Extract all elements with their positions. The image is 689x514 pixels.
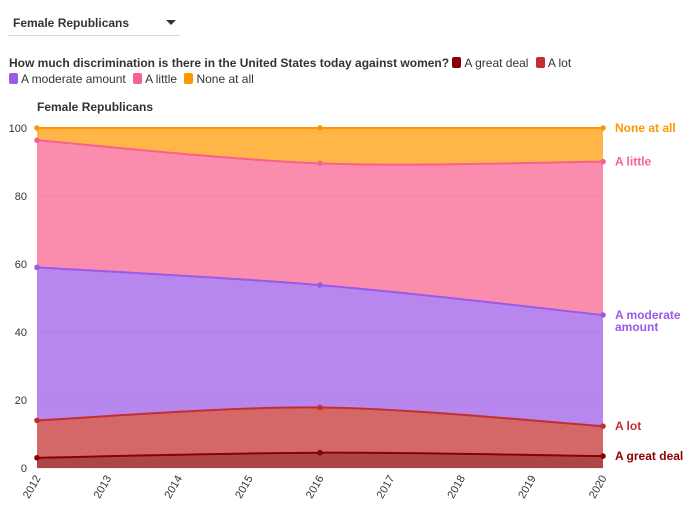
end-label-a-lot: A lot xyxy=(615,419,641,433)
legend-label: None at all xyxy=(196,72,254,86)
end-label-line: A lot xyxy=(615,419,641,433)
legend-item-a-little[interactable]: A little xyxy=(133,72,177,86)
end-label-line: A moderate xyxy=(615,308,681,322)
y-tick-label: 80 xyxy=(15,191,27,203)
point-a-lot xyxy=(34,417,40,424)
legend-swatch xyxy=(535,57,545,68)
point-a-little xyxy=(317,160,323,167)
point-a-little xyxy=(34,137,40,144)
point-a-moderate-amount xyxy=(600,312,606,318)
legend: A great deal A lot A moderate amount A l… xyxy=(9,56,575,86)
legend-item-none-at-all[interactable]: None at all xyxy=(184,72,254,86)
legend-item-a-moderate-amount[interactable]: A moderate amount xyxy=(9,72,126,86)
y-tick-label: 100 xyxy=(9,123,27,135)
legend-label: A great deal xyxy=(464,56,529,70)
point-none-at-all xyxy=(317,125,323,131)
area-none-at-all xyxy=(37,128,603,165)
x-tick-label: 2017 xyxy=(375,474,398,501)
y-tick-label: 60 xyxy=(15,259,27,271)
legend-swatch xyxy=(9,73,18,84)
point-none-at-all xyxy=(600,125,606,131)
point-a-moderate-amount xyxy=(34,264,40,271)
legend-label: A moderate amount xyxy=(21,72,126,86)
x-tick-label: 2013 xyxy=(92,474,115,501)
point-a-lot xyxy=(600,423,606,429)
x-tick-label: 2020 xyxy=(587,474,610,501)
end-label-none-at-all: None at all xyxy=(615,121,676,135)
legend-swatch xyxy=(452,57,462,68)
point-a-great-deal xyxy=(317,449,323,456)
legend-label: A little xyxy=(145,72,178,86)
x-tick-label: 2012 xyxy=(21,474,44,501)
end-label-line: A little xyxy=(615,155,652,169)
end-label-a-little: A little xyxy=(615,155,652,169)
point-a-great-deal xyxy=(600,453,606,459)
legend-swatch xyxy=(184,73,194,84)
filter-dropdown-value: Female Republicans xyxy=(13,15,130,30)
point-a-little xyxy=(600,158,606,165)
y-tick-label: 40 xyxy=(15,327,27,339)
question-text: How much discrimination is there in the … xyxy=(9,56,450,70)
legend-swatch xyxy=(133,73,143,84)
legend-label: A lot xyxy=(547,56,572,70)
x-tick-label: 2014 xyxy=(162,474,185,501)
point-a-moderate-amount xyxy=(317,282,323,288)
area-a-little xyxy=(37,140,603,315)
end-label-line: A great deal xyxy=(615,449,683,463)
area-a-lot xyxy=(37,407,603,458)
chart-question: How much discrimination is there in the … xyxy=(9,55,679,87)
legend-item-a-lot[interactable]: A lot xyxy=(535,56,572,70)
x-tick-label: 2018 xyxy=(445,474,468,501)
area-a-great-deal xyxy=(37,452,603,468)
point-a-lot xyxy=(317,404,323,411)
x-tick-label: 2019 xyxy=(516,474,539,501)
filter-dropdown[interactable]: Female Republicans xyxy=(8,10,180,36)
point-a-great-deal xyxy=(34,455,40,461)
chevron-down-icon xyxy=(166,20,176,25)
area-a-moderate-amount xyxy=(37,267,603,427)
end-label-line: amount xyxy=(615,320,658,334)
chart-title: Female Republicans xyxy=(37,100,153,114)
end-label-a-great-deal: A great deal xyxy=(615,449,683,463)
point-none-at-all xyxy=(34,125,40,131)
x-tick-label: 2015 xyxy=(233,474,256,501)
end-label-a-moderate-amount: A moderate amount xyxy=(615,308,681,334)
legend-item-a-great-deal[interactable]: A great deal xyxy=(452,56,528,70)
y-tick-label: 20 xyxy=(15,395,27,407)
end-label-line: None at all xyxy=(615,121,676,135)
y-tick-label: 0 xyxy=(21,463,27,475)
x-tick-label: 2016 xyxy=(304,474,327,501)
